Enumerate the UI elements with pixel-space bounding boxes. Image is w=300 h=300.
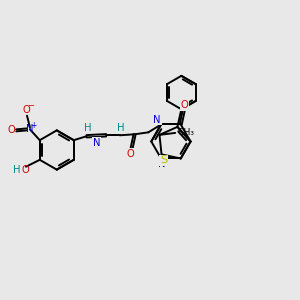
Text: CH₃: CH₃ [177,128,194,137]
Text: S: S [160,155,167,165]
Text: O: O [127,149,135,159]
Text: H: H [14,165,21,175]
Text: −: − [27,101,34,110]
Text: N: N [26,124,34,134]
Text: N: N [158,159,166,170]
Text: O: O [181,100,188,110]
Text: H: H [117,123,124,134]
Text: +: + [31,121,37,130]
Text: H: H [84,123,91,134]
Text: N: N [153,115,161,124]
Text: O: O [8,125,15,135]
Text: O: O [21,165,29,175]
Text: O: O [22,105,30,115]
Text: N: N [93,138,100,148]
